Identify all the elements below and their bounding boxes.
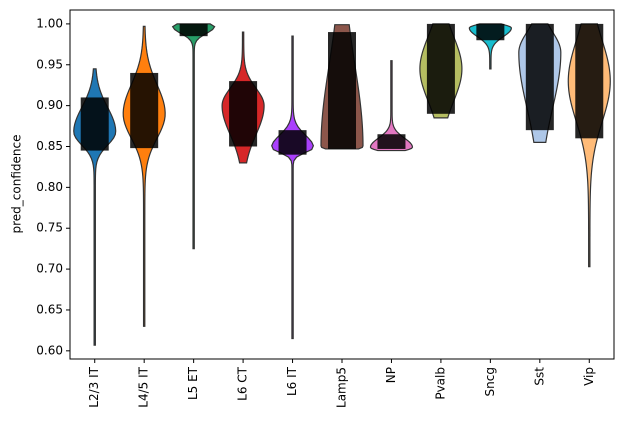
point-cloud: [130, 72, 159, 149]
point-cloud: [377, 134, 406, 149]
y-tick-label: 1.00: [36, 16, 63, 30]
x-tick-label: Pvalb: [433, 367, 447, 400]
x-tick-label: Lamp5: [335, 367, 349, 408]
point-cloud: [278, 130, 307, 155]
point-cloud: [328, 32, 356, 149]
point-cloud: [229, 81, 258, 147]
y-tick-label: 0.80: [36, 180, 63, 194]
y-tick-label: 0.60: [36, 343, 63, 357]
point-cloud: [179, 23, 208, 37]
y-axis-label: pred_confidence: [10, 135, 24, 234]
y-tick-label: 0.75: [36, 221, 63, 235]
y-tick-label: 0.85: [36, 139, 63, 153]
point-cloud: [426, 23, 455, 114]
point-cloud: [80, 97, 109, 151]
y-tick-label: 0.95: [36, 57, 63, 71]
x-tick-label: L2/3 IT: [87, 366, 101, 407]
y-tick-label: 0.65: [36, 302, 63, 316]
plot-frame: [69, 9, 615, 360]
y-tick-label: 0.90: [36, 98, 63, 112]
x-tick-label: L5 ET: [186, 366, 200, 400]
violin: [271, 35, 315, 340]
x-tick-label: L4/5 IT: [137, 366, 151, 407]
y-tick-label: 0.70: [36, 262, 63, 276]
x-tick-label: L6 CT: [236, 366, 250, 401]
x-tick-label: NP: [384, 367, 398, 383]
x-tick-label: L6 IT: [285, 366, 299, 396]
point-cloud: [525, 23, 554, 131]
violin: [171, 23, 216, 250]
violin: [369, 60, 414, 152]
x-tick-label: Vip: [582, 367, 596, 386]
point-cloud: [476, 23, 505, 41]
x-tick-label: Sst: [532, 367, 546, 386]
violin: [122, 25, 166, 327]
point-cloud: [575, 23, 604, 139]
x-tick-label: Sncg: [483, 367, 497, 396]
